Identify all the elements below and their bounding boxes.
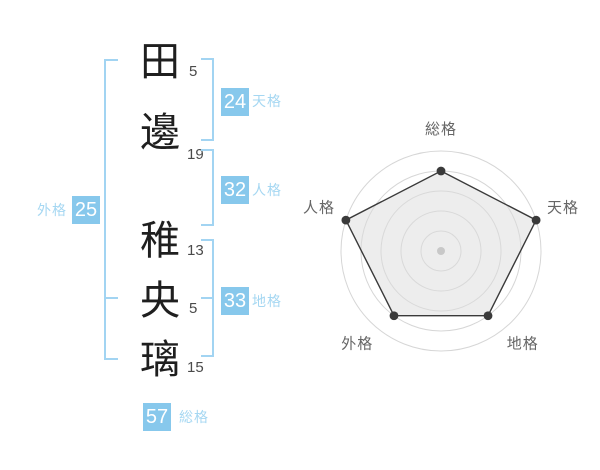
radar-vertex-dot bbox=[389, 311, 399, 321]
soukaku-badge: 57 bbox=[143, 403, 171, 431]
radar-vertex-dot bbox=[531, 215, 541, 225]
jinkaku-badge: 32 bbox=[221, 176, 249, 204]
stroke-count-3: 13 bbox=[187, 242, 204, 259]
chikaku-label: 地格 bbox=[252, 293, 282, 309]
tenkaku-bracket-tick-top bbox=[201, 58, 214, 60]
tenkaku-label: 天格 bbox=[252, 93, 282, 109]
chikaku-bracket-tick-middle bbox=[201, 297, 214, 299]
gaikaku-bracket-tick-top bbox=[104, 59, 118, 61]
soukaku-label: 総格 bbox=[179, 409, 209, 425]
gaikaku-badge: 25 bbox=[72, 196, 100, 224]
radar-axis-label: 地格 bbox=[507, 336, 539, 353]
name-character-4: 央 bbox=[140, 279, 180, 323]
chikaku-bracket-tick-bottom bbox=[201, 355, 214, 357]
stroke-count-5: 15 bbox=[187, 359, 204, 376]
tenkaku-badge: 24 bbox=[221, 88, 249, 116]
stroke-count-1: 5 bbox=[189, 63, 198, 80]
jinkaku-label: 人格 bbox=[252, 182, 282, 198]
radar-center-dot bbox=[437, 247, 445, 255]
chikaku-bracket-tick-top bbox=[201, 239, 214, 241]
jinkaku-bracket-line bbox=[212, 149, 214, 226]
jinkaku-bracket-tick-top bbox=[201, 149, 214, 151]
gaikaku-label: 外格 bbox=[37, 202, 67, 218]
stroke-count-4: 5 bbox=[189, 300, 198, 317]
name-character-5: 璃 bbox=[140, 338, 180, 382]
radar-grid-ring bbox=[340, 150, 542, 352]
name-character-1: 田 bbox=[140, 40, 180, 84]
gaikaku-bracket-tick-bottom bbox=[104, 358, 118, 360]
radar-axis-label: 天格 bbox=[547, 199, 579, 216]
radar-vertex-dot bbox=[436, 166, 446, 176]
radar-vertex-dot bbox=[341, 215, 351, 225]
chikaku-badge: 33 bbox=[221, 287, 249, 315]
tenkaku-bracket-line bbox=[212, 58, 214, 141]
radar-polygon bbox=[344, 170, 538, 317]
radar-axis-label: 外格 bbox=[341, 336, 373, 353]
name-character-2: 邊 bbox=[140, 111, 180, 155]
tenkaku-bracket-tick-bottom bbox=[201, 139, 214, 141]
stroke-count-2: 19 bbox=[187, 146, 204, 163]
radar-axis-label: 総格 bbox=[425, 121, 457, 138]
name-character-3: 稚 bbox=[140, 219, 180, 263]
radar-vertex-dot bbox=[483, 311, 493, 321]
radar-axis-label: 人格 bbox=[303, 199, 335, 216]
jinkaku-bracket-tick-bottom bbox=[201, 224, 214, 226]
gaikaku-bracket-tick-middle bbox=[104, 297, 118, 299]
gaikaku-bracket-line bbox=[104, 59, 106, 360]
